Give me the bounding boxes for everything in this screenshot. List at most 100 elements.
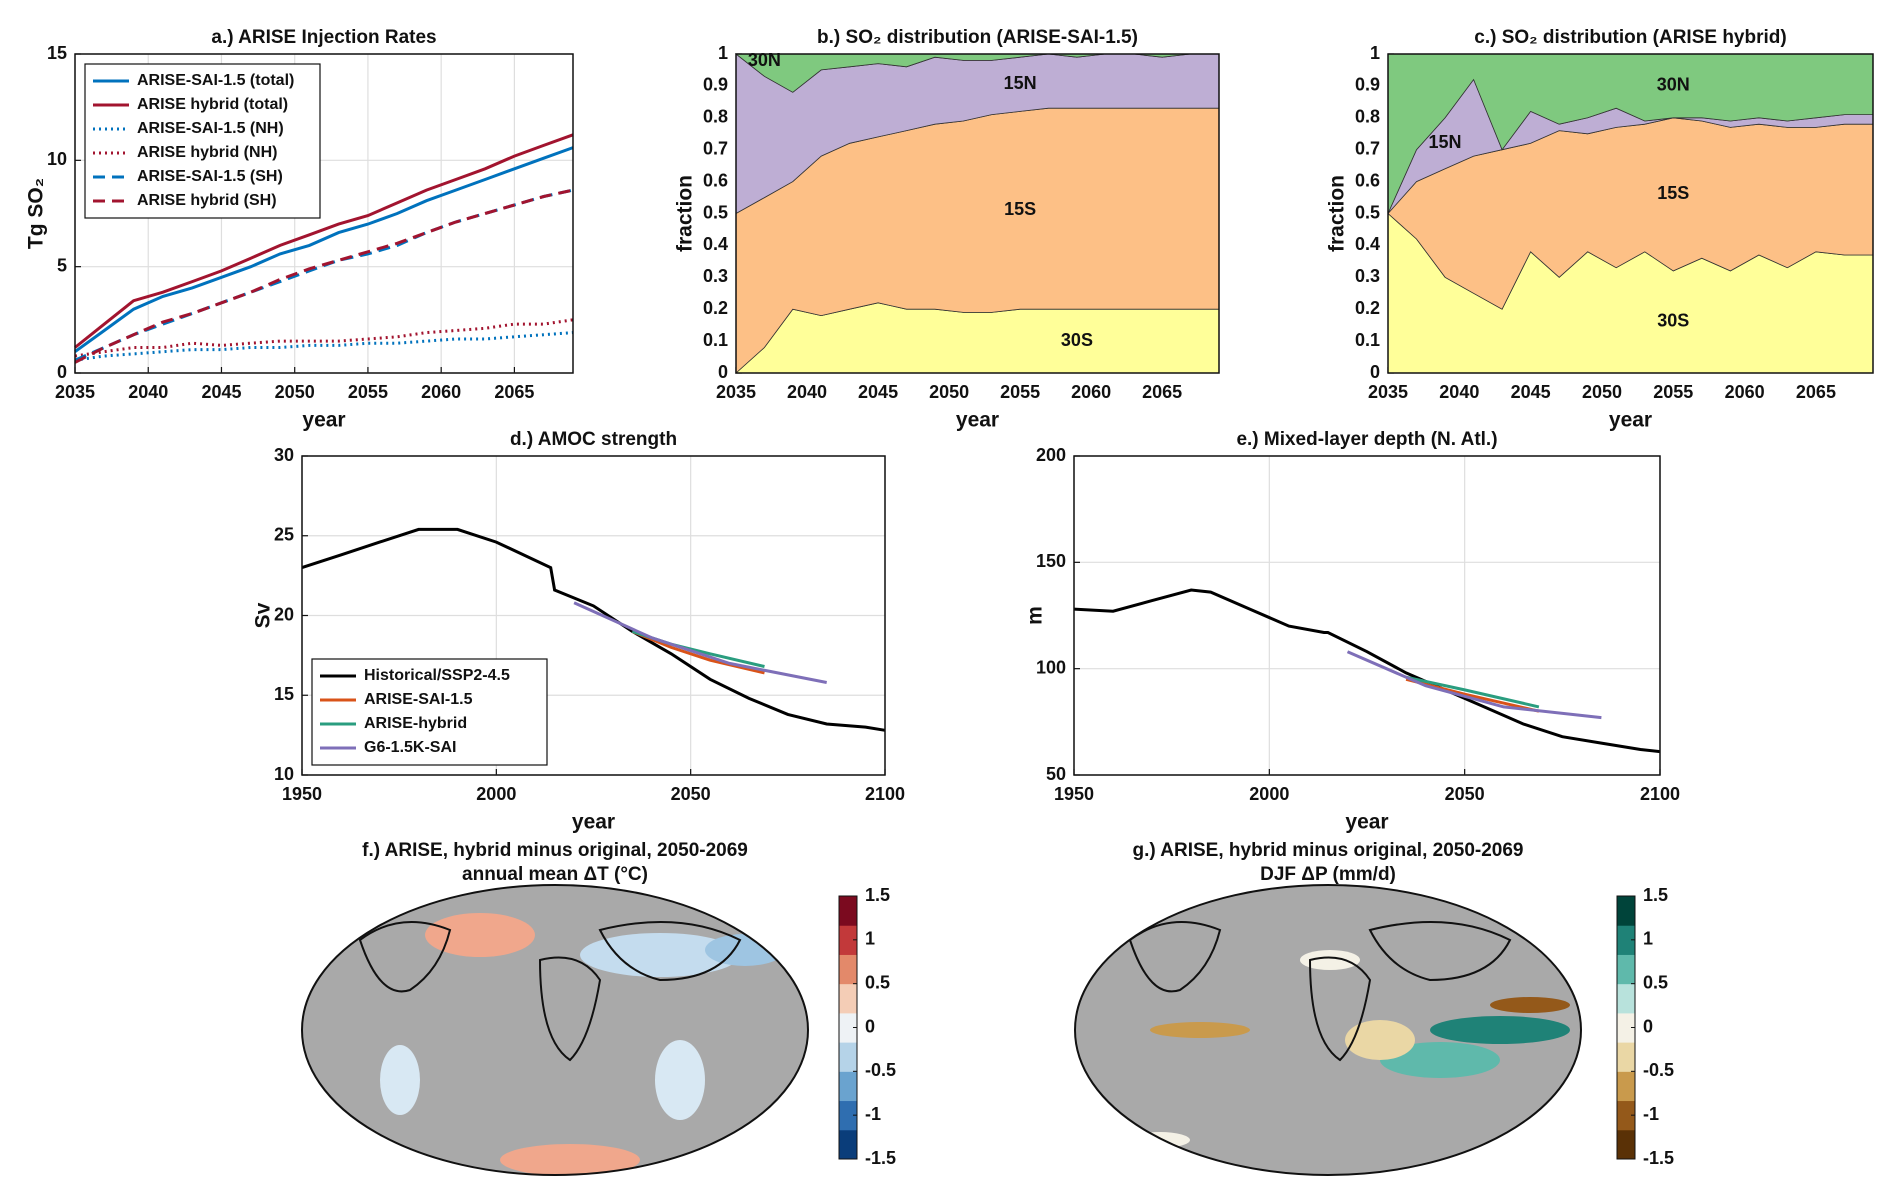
- layer-label: 15N: [1004, 73, 1037, 93]
- y-tick-label: 50: [1046, 764, 1066, 784]
- layer-label: 30N: [748, 50, 781, 70]
- layer-label: 15S: [1657, 183, 1689, 203]
- x-tick-label: 1950: [282, 784, 322, 804]
- x-tick-label: 2045: [858, 382, 898, 402]
- x-axis-label: year: [956, 409, 999, 432]
- x-tick-label: 2040: [1439, 382, 1479, 402]
- colorbar-tick-label: 0.5: [865, 972, 890, 992]
- x-tick-label: 2045: [201, 382, 241, 402]
- x-tick-label: 2065: [1142, 382, 1182, 402]
- series-line: [74, 133, 574, 349]
- x-tick-label: 2060: [1725, 382, 1765, 402]
- y-tick-label: 0.5: [1355, 202, 1380, 222]
- x-tick-label: 2050: [275, 382, 315, 402]
- map-f: [301, 884, 809, 1176]
- chart-title: a.) ARISE Injection Rates: [211, 27, 436, 48]
- legend-label: ARISE hybrid (SH): [137, 192, 277, 209]
- x-tick-label: 2035: [1368, 382, 1408, 402]
- x-tick-label: 2040: [128, 382, 168, 402]
- area-layer: [734, 302, 1220, 374]
- y-tick-label: 0.3: [703, 266, 728, 286]
- y-axis-label: m: [1024, 606, 1047, 625]
- x-axis-label: year: [1345, 811, 1388, 834]
- x-tick-label: 2035: [716, 382, 756, 402]
- y-tick-label: 0.1: [1355, 330, 1380, 350]
- legend-label: ARISE-hybrid: [364, 715, 467, 732]
- x-tick-label: 2000: [1249, 784, 1289, 804]
- colorbar-tick-label: -1: [1643, 1104, 1659, 1124]
- x-tick-label: 2040: [787, 382, 827, 402]
- map-g: [1074, 884, 1582, 1176]
- series-line: [1405, 675, 1540, 709]
- colorbar-tick-label: 1: [865, 929, 875, 949]
- x-axis-label: year: [302, 409, 345, 432]
- legend-label: ARISE hybrid (total): [137, 96, 288, 113]
- y-tick-label: 0.1: [703, 330, 728, 350]
- x-tick-label: 2060: [1071, 382, 1111, 402]
- x-axis-label: year: [1609, 409, 1652, 432]
- x-tick-label: 2060: [421, 382, 461, 402]
- chart-title: e.) Mixed-layer depth (N. Atl.): [1236, 429, 1497, 450]
- colorbar-step: [1617, 1129, 1635, 1160]
- y-tick-label: 0.8: [1355, 107, 1380, 127]
- legend-label: ARISE-SAI-1.5 (NH): [137, 120, 284, 137]
- colorbar-step: [839, 1071, 857, 1102]
- colorbar-tick-label: 1.5: [1643, 885, 1668, 905]
- y-tick-label: 100: [1036, 657, 1066, 677]
- legend-label: ARISE-SAI-1.5 (total): [137, 72, 294, 89]
- y-tick-label: 10: [47, 149, 67, 169]
- chart-subtitle: annual mean ΔT (°C): [462, 864, 648, 885]
- plot-frame: [74, 53, 574, 374]
- colorbar-tick-label: -0.5: [865, 1060, 896, 1080]
- series-line: [74, 146, 574, 353]
- x-tick-label: 2050: [1445, 784, 1485, 804]
- legend-label: G6-1.5K-SAI: [364, 739, 456, 756]
- chart-title: g.) ARISE, hybrid minus original, 2050-2…: [1132, 840, 1523, 861]
- legend-box: [84, 63, 321, 219]
- x-tick-label: 2000: [476, 784, 516, 804]
- colorbar-tick-label: 1.5: [865, 885, 890, 905]
- colorbar-step: [1617, 1071, 1635, 1102]
- y-tick-label: 0.9: [703, 75, 728, 95]
- y-tick-label: 15: [47, 43, 67, 63]
- plot-frame: [301, 455, 886, 776]
- y-axis-label: Sv: [252, 602, 275, 628]
- x-tick-label: 2100: [865, 784, 905, 804]
- chart-subtitle: DJF ΔP (mm/d): [1260, 864, 1396, 885]
- y-tick-label: 0.7: [1355, 138, 1380, 158]
- x-tick-label: 2055: [1653, 382, 1693, 402]
- y-tick-label: 10: [274, 764, 294, 784]
- colorbar-tick-label: 0.5: [1643, 972, 1668, 992]
- legend-label: ARISE hybrid (NH): [137, 144, 277, 161]
- colorbar-tick-label: -1.5: [1643, 1148, 1674, 1168]
- y-tick-label: 0.8: [703, 107, 728, 127]
- legend-label: ARISE-SAI-1.5: [364, 691, 473, 708]
- colorbar-step: [839, 896, 857, 926]
- colorbar-step: [839, 925, 857, 955]
- series-line: [74, 318, 574, 358]
- series-line: [74, 331, 574, 362]
- colorbar-tick-label: -0.5: [1643, 1060, 1674, 1080]
- plot-frame: [1073, 455, 1661, 776]
- y-tick-label: 0.6: [703, 170, 728, 190]
- y-tick-label: 0: [1370, 362, 1380, 382]
- chart-title: b.) SO₂ distribution (ARISE-SAI-1.5): [817, 27, 1138, 48]
- series-line: [301, 527, 886, 732]
- layer-label: 15N: [1429, 132, 1462, 152]
- y-tick-label: 5: [57, 255, 67, 275]
- x-tick-label: 2055: [1000, 382, 1040, 402]
- y-tick-label: 25: [274, 525, 294, 545]
- colorbar-tick-label: 0: [1643, 1016, 1653, 1036]
- legend-label: Historical/SSP2-4.5: [364, 667, 510, 684]
- x-tick-label: 2050: [929, 382, 969, 402]
- chart-title: f.) ARISE, hybrid minus original, 2050-2…: [362, 840, 748, 861]
- y-tick-label: 0.7: [703, 138, 728, 158]
- layer-label: 30S: [1061, 330, 1093, 350]
- map-field: [358, 913, 785, 1175]
- x-tick-label: 2100: [1640, 784, 1680, 804]
- y-tick-label: 0.6: [1355, 170, 1380, 190]
- y-tick-label: 0.9: [1355, 75, 1380, 95]
- layer-label: 15S: [1004, 199, 1036, 219]
- x-tick-label: 1950: [1054, 784, 1094, 804]
